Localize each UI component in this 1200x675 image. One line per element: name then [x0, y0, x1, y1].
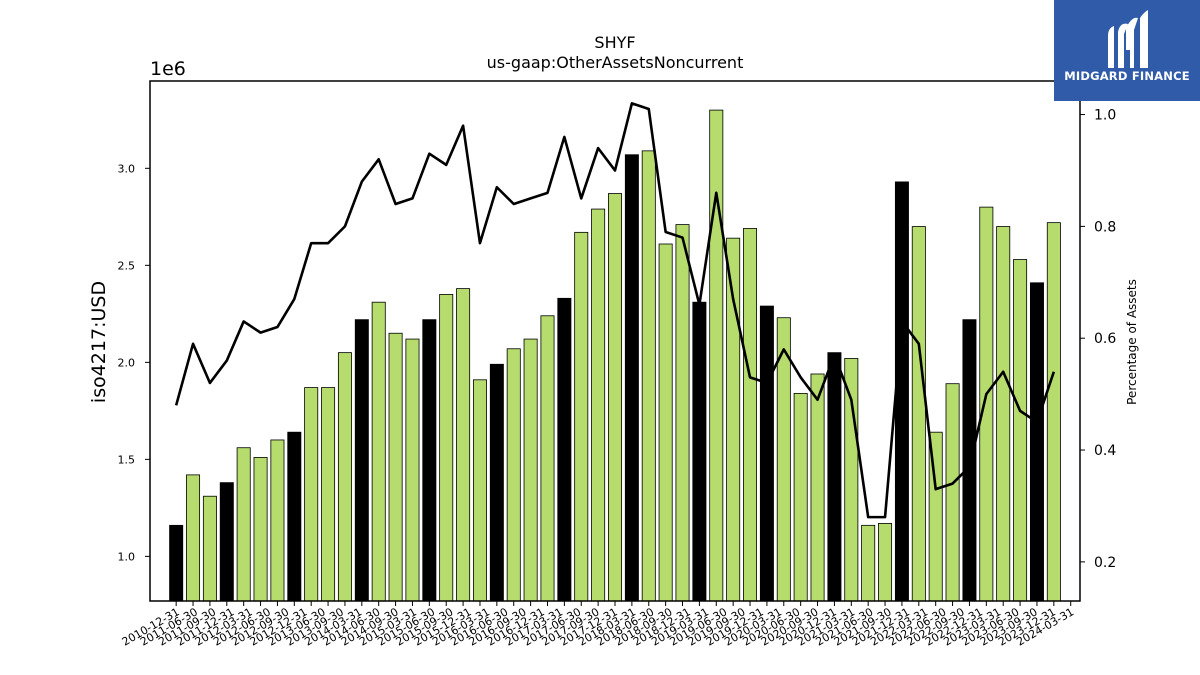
plot-frame	[149, 80, 1081, 602]
bar-2017-06-30	[608, 193, 622, 602]
bar-2018-09-30	[692, 301, 707, 602]
y-axis-label: iso4217:USD	[88, 281, 110, 403]
bar-2014-12-31	[439, 294, 454, 602]
percentage-of-assets-line	[174, 102, 1056, 519]
chart-subtitle: us-gaap:OtherAssetsNoncurrent	[487, 53, 744, 72]
bar-2016-09-30	[557, 297, 572, 602]
bar-2013-06-30	[337, 352, 352, 602]
bar-2017-03-31	[591, 208, 606, 602]
bar-2015-09-30	[489, 363, 504, 602]
y-tick-label: 1.0	[118, 550, 136, 563]
bar-2014-09-30	[422, 319, 437, 602]
midgard-logo: MIDGARD FINANCE	[1054, 0, 1200, 101]
bar-2013-12-31	[371, 301, 386, 602]
bar-2020-09-30	[827, 352, 842, 602]
bar-2016-12-31	[574, 231, 589, 602]
bar-2018-12-31	[709, 109, 724, 602]
bar-2013-03-31	[321, 387, 336, 602]
x-axis-ticks: 2010-12-312011-06-302011-09-302011-12-31…	[120, 601, 1076, 649]
y-tick-label: 2.5	[118, 259, 136, 272]
y2-axis-label: Percentage of Assets	[1125, 279, 1139, 405]
bar-2023-12-31	[1046, 222, 1061, 602]
bar-2013-09-30	[354, 319, 369, 602]
bar-2017-12-31	[641, 150, 656, 602]
logo-text: MIDGARD FINANCE	[1064, 69, 1190, 83]
bar-2015-12-31	[506, 348, 521, 602]
bar-2019-09-30	[759, 305, 774, 602]
y2-tick-label: 0.4	[1094, 443, 1116, 459]
y-tick-label: 1.5	[118, 453, 136, 466]
y-axis-ticks: 1.0 1.5 2.0 2.5 3.0	[118, 162, 150, 563]
bar-2020-06-30	[810, 373, 825, 602]
bar-2021-06-30	[878, 522, 893, 602]
bar-2011-12-31	[236, 447, 251, 602]
y2-tick-label: 0.6	[1094, 331, 1116, 347]
bar-2017-09-30	[624, 154, 639, 602]
bar-2022-12-31	[979, 206, 994, 602]
bar-2014-06-30	[405, 338, 420, 602]
bars-layer	[169, 109, 1061, 602]
y2-tick-label: 0.8	[1094, 219, 1116, 235]
y-tick-label: 2.0	[118, 356, 136, 369]
bar-2022-06-30	[945, 383, 960, 602]
bar-2022-09-30	[962, 319, 977, 602]
bar-2021-09-30	[894, 181, 909, 602]
bar-2015-03-31	[456, 288, 471, 602]
bar-2014-03-31	[388, 332, 403, 602]
bar-2011-09-30	[219, 482, 234, 602]
bar-2012-09-30	[287, 431, 302, 602]
y2-tick-label: 0.2	[1094, 555, 1116, 571]
bar-2012-12-31	[304, 387, 319, 602]
bar-2015-06-30	[472, 379, 487, 602]
bar-2010-12-31	[169, 524, 184, 602]
bar-2023-06-30	[1013, 259, 1028, 602]
bar-2019-06-30	[743, 228, 758, 602]
bar-2018-06-30	[675, 224, 690, 602]
bar-2020-03-31	[793, 392, 808, 602]
bar-2011-03-31	[186, 474, 201, 602]
bar-2012-06-30	[270, 439, 285, 602]
line-layer	[174, 102, 1056, 519]
bar-2011-06-30	[202, 495, 217, 602]
bar-2023-03-31	[996, 226, 1011, 602]
y2-axis-ticks: 0.2 0.4 0.6 0.8 1.0	[1080, 108, 1116, 571]
midgard-logo-icon	[1108, 10, 1148, 68]
bar-2021-03-31	[861, 524, 876, 602]
bar-2012-03-31	[253, 457, 268, 602]
y2-tick-label: 1.0	[1094, 108, 1116, 124]
bar-2016-03-31	[523, 338, 538, 602]
bar-2023-09-30	[1029, 282, 1044, 602]
chart-title: SHYF	[594, 33, 635, 52]
y-multiplier-label: 1e6	[150, 58, 186, 80]
bar-2018-03-31	[658, 243, 673, 602]
bar-2021-12-31	[911, 226, 926, 602]
bar-2016-06-30	[540, 315, 555, 602]
y-tick-label: 3.0	[118, 162, 136, 175]
bar-2020-12-31	[844, 358, 859, 602]
